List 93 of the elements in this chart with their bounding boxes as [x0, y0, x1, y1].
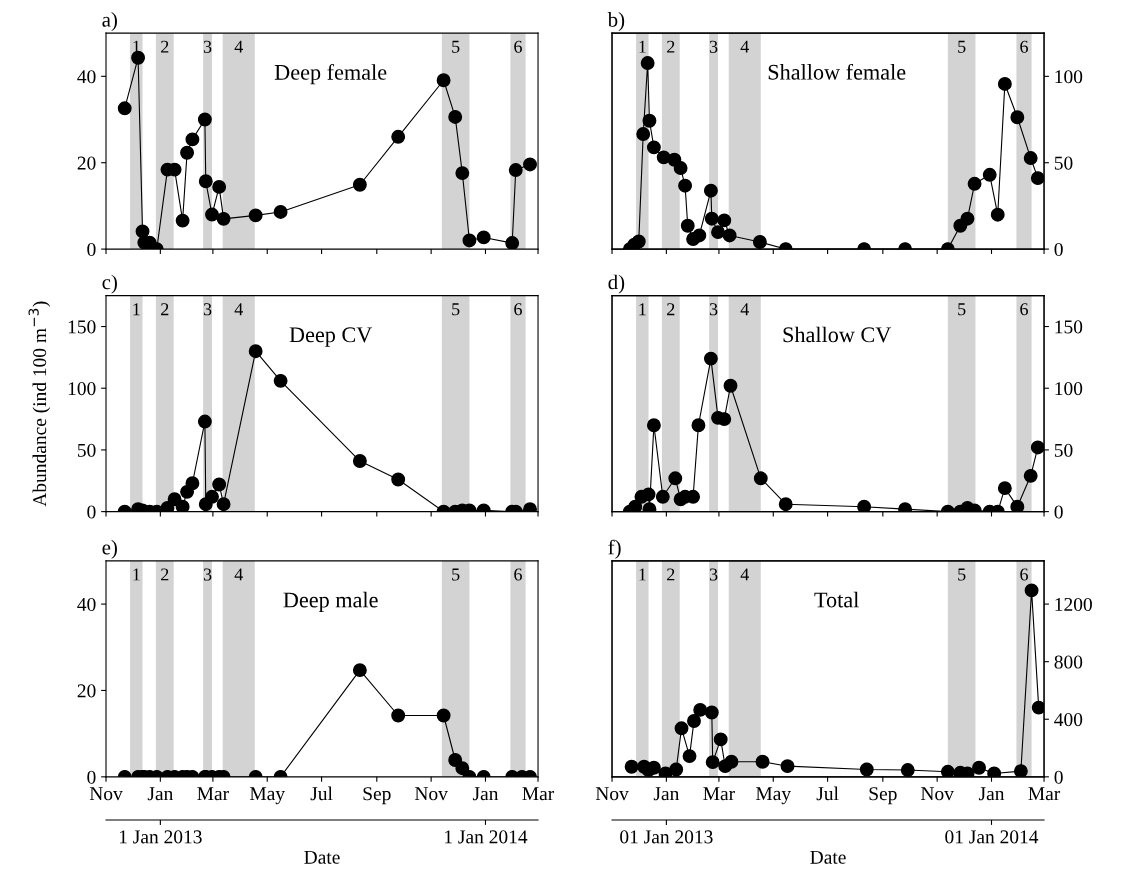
text: Shallow female — [768, 63, 906, 80]
x-tick-label: Jan — [472, 787, 499, 801]
band-label: 4 — [234, 568, 243, 581]
x2-tick-label: 01 Jan 2013 — [620, 830, 713, 844]
x-tick-label: Mar — [703, 787, 735, 801]
y-tick-label: 50 — [77, 443, 96, 457]
band-label: 4 — [740, 40, 749, 53]
y2-tick-label: 0 — [1054, 770, 1063, 784]
chart-title: c) — [102, 274, 117, 294]
band-label: 1 — [133, 568, 140, 581]
band-label: 2 — [161, 303, 169, 316]
chart-title: e) — [102, 539, 117, 559]
y-tick-label: 100 — [68, 382, 96, 396]
series-label: Deep CV — [289, 327, 373, 347]
x-tick-label: Mar — [197, 787, 229, 801]
y2-tick-label: 150 — [1055, 320, 1083, 334]
band-label: 6 — [1020, 568, 1028, 581]
band-label: 6 — [514, 40, 522, 53]
y2-tick-label: 50 — [1054, 443, 1073, 457]
band-label: 2 — [667, 568, 675, 581]
x-axis-title: Date — [810, 850, 846, 864]
chart-title: f) — [608, 539, 621, 559]
text: Deep male — [283, 591, 378, 612]
x-axis-title: Date — [304, 850, 340, 864]
x-tick-label: Jan — [653, 787, 680, 801]
y2-tick-label: 0 — [1054, 242, 1063, 257]
y2-tick-label: 100 — [1055, 70, 1083, 84]
band-label: 5 — [452, 568, 460, 581]
band-label: 6 — [514, 303, 522, 316]
y2-tick-label: 100 — [1055, 382, 1083, 396]
x-tick-label: Mar — [522, 787, 555, 801]
band-label: 5 — [958, 568, 966, 581]
band-label: 3 — [203, 40, 212, 53]
y-tick-label: 40 — [77, 70, 96, 84]
band-label: 2 — [161, 40, 169, 53]
series-label: Deep female — [274, 63, 387, 85]
chart-title: b) — [607, 12, 625, 31]
band-label: 2 — [667, 40, 675, 53]
band-label: 4 — [740, 303, 749, 316]
x-tick-label: Sep — [363, 787, 391, 805]
y2-tick-label: 400 — [1054, 713, 1083, 727]
band-label: 6 — [514, 568, 522, 581]
x-tick-label: Jul — [816, 786, 839, 801]
y-tick-label: 0 — [87, 770, 96, 784]
x-tick-label: Nov — [920, 787, 954, 801]
x-tick-label: Nov — [414, 787, 448, 801]
x-tick-label: Nov — [89, 787, 123, 801]
x-tick-label: May — [249, 787, 285, 805]
x-tick-label: Jul — [310, 786, 333, 801]
text: Shallow CV — [783, 326, 892, 343]
band-label: 5 — [452, 303, 460, 316]
band-label: 5 — [452, 40, 460, 53]
band-label: 3 — [203, 568, 212, 581]
y-tick-label: 0 — [87, 505, 96, 519]
band-label: 6 — [1020, 40, 1028, 53]
y2-tick-label: 0 — [1054, 505, 1063, 519]
x-tick-label: May — [756, 787, 792, 805]
y-tick-label: 20 — [77, 156, 96, 170]
y2-tick-label: 1200 — [1055, 597, 1092, 612]
band-label: 4 — [234, 303, 243, 316]
x2-tick-label: 01 Jan 2014 — [945, 830, 1039, 844]
band-label: 5 — [958, 303, 966, 316]
x-tick-label: Nov — [595, 787, 629, 801]
x2-tick-label: 1 Jan 2014 — [445, 830, 528, 844]
band-label: 1 — [639, 303, 646, 316]
chart-title: a) — [102, 12, 117, 31]
x-tick-label: Sep — [869, 787, 897, 805]
x-tick-label: Jan — [978, 787, 1005, 801]
band-label: 1 — [639, 40, 646, 53]
y-tick-label: 150 — [68, 320, 96, 334]
y-tick-label: 20 — [77, 684, 96, 698]
band-label: 3 — [709, 303, 718, 316]
band-label: 4 — [740, 568, 749, 581]
band-label: 1 — [133, 303, 140, 316]
y2-tick-label: 800 — [1054, 655, 1083, 669]
band-label: 2 — [161, 568, 169, 581]
band-label: 3 — [709, 568, 718, 581]
band-label: 2 — [667, 303, 675, 316]
band-label: 3 — [203, 303, 212, 316]
y2-tick-label: 50 — [1054, 156, 1073, 170]
band-label: 4 — [234, 40, 243, 53]
x-tick-label: Jan — [147, 787, 174, 801]
band-label: 6 — [1020, 303, 1028, 316]
band-label: 3 — [709, 40, 718, 53]
x-tick-label: Mar — [1028, 787, 1061, 801]
text: Total — [814, 591, 859, 608]
y-axis-title: Abundance (ind 100 m$^{−3}$) — [28, 301, 51, 507]
y-tick-label: 0 — [87, 242, 96, 257]
x2-tick-label: 1 Jan 2013 — [119, 830, 202, 844]
y-tick-label: 40 — [77, 597, 96, 612]
band-label: 1 — [639, 568, 646, 581]
chart-title: d) — [608, 274, 625, 294]
band-label: 5 — [958, 40, 966, 53]
